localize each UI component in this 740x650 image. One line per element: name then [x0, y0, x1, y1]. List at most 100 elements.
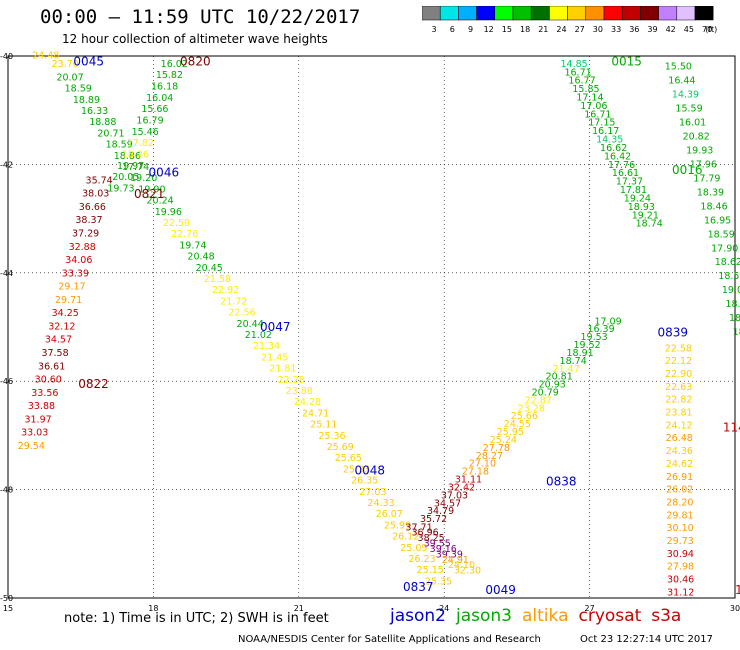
swh-value-label: 19.53: [580, 332, 607, 343]
swh-value-label: 34.79: [427, 506, 454, 517]
swh-value-label: 36.61: [38, 361, 65, 372]
swh-value-label: 16.77: [568, 76, 595, 87]
color-scale-unit: (ft): [705, 25, 717, 34]
y-tick-label: -46: [0, 377, 13, 386]
swh-value-label: 29.73: [667, 536, 694, 547]
swh-value-label: 16.42: [604, 151, 631, 162]
swh-value-label: 25.99: [384, 520, 411, 531]
swh-value-label: 30.46: [667, 574, 694, 585]
swh-value-label: 14.39: [672, 90, 699, 101]
swh-value-label: 35.74: [86, 175, 113, 186]
swh-value-label: 37.29: [72, 228, 99, 239]
swh-value-label: 24.12: [665, 420, 692, 431]
pass-time-label: 0046: [149, 166, 180, 180]
swh-value-label: 24.48: [32, 51, 59, 62]
swh-value-label: 24.62: [666, 459, 693, 470]
swh-value-label: 18.52: [718, 271, 740, 282]
swh-value-label: 18.88: [89, 117, 116, 128]
y-tick-label: -44: [0, 269, 13, 278]
swh-value-label: 26.12: [392, 532, 419, 543]
timestamp: Oct 23 12:27:14 UTC 2017: [580, 634, 713, 645]
swh-value-label: 27.98: [667, 562, 694, 573]
swh-value-label: 22.87: [525, 395, 552, 406]
swh-value-label: 20.44: [237, 319, 264, 330]
swh-value-label: 15.59: [675, 103, 702, 114]
swh-value-label: 39.16: [430, 544, 457, 555]
swh-value-label: 26.35: [351, 476, 378, 487]
swh-value-label: 22.76: [171, 229, 198, 240]
color-scale-tick: 18: [520, 25, 530, 34]
swh-value-label: 18.62: [715, 257, 740, 268]
satellite-track: 35.74 38.03 36.66 38.37 37.29 32.88 34.06 33.39…: [18, 175, 113, 452]
swh-value-label: 38.03: [82, 189, 109, 200]
swh-value-label: 25.36: [318, 431, 345, 442]
chart-title: 00:00 – 11:59 UTC 10/22/2017: [40, 6, 361, 28]
swh-value-label: 19.21: [632, 210, 659, 221]
pass-time-label: 0049: [485, 583, 516, 597]
swh-value-label: 16.01: [679, 117, 706, 128]
swh-value-label: 37.03: [441, 490, 468, 501]
swh-value-label: 25.66: [511, 411, 538, 422]
swh-value-label: 29.71: [55, 295, 82, 306]
x-tick-label: 27: [585, 604, 595, 613]
x-tick-label: 15: [3, 604, 13, 613]
swh-value-label: 36.66: [79, 202, 106, 213]
swh-value-label: 19.90: [138, 184, 165, 195]
satellite-track: 35.7234.7934.5737.0332.4231.1127.1827.10…: [420, 316, 622, 525]
swh-value-label: 24.28: [294, 397, 321, 408]
legend-entry: cryosat: [578, 606, 642, 626]
swh-value-label: 25.35: [425, 576, 452, 587]
swh-value-label: 26.23: [408, 554, 435, 565]
swh-value-label: 17.81: [620, 185, 647, 196]
swh-value-label: 24.36: [666, 446, 693, 457]
swh-value-label: 24.71: [302, 408, 329, 419]
swh-value-label: 31.12: [667, 587, 694, 598]
swh-value-label: 16.33: [81, 106, 108, 117]
x-tick-label: 30: [730, 604, 740, 613]
swh-value-label: 24.10: [448, 560, 475, 571]
swh-value-label: 14.35: [596, 135, 623, 146]
swh-value-label: 33.03: [21, 428, 48, 439]
color-scale-tick: 15: [502, 25, 512, 34]
swh-value-label: 31.11: [455, 475, 482, 486]
swh-value-label: 18.86: [114, 151, 141, 162]
satellite-track: 16.0215.8216.1816.0415.6616.7915.4617.82…: [107, 59, 188, 195]
swh-value-label: 16.95: [704, 215, 731, 226]
legend-entry: s3a: [651, 606, 682, 626]
swh-value-label: 39.55: [424, 539, 451, 550]
legend-entry: jason2: [390, 606, 446, 626]
swh-value-label: 19.93: [686, 145, 713, 156]
swh-value-label: 26.91: [666, 472, 693, 483]
satellite-track: 37.7136.9638.2539.5539.1639.3924.9124.10…: [405, 522, 481, 576]
color-scale-tick: 39: [647, 25, 657, 34]
swh-value-label: 27.78: [483, 443, 510, 454]
swh-value-label: 20.05: [112, 172, 139, 183]
swh-value-label: 25.09: [400, 543, 427, 554]
swh-value-label: 22.12: [665, 356, 692, 367]
swh-value-label: 25.33: [343, 464, 370, 475]
swh-value-label: 20.07: [56, 72, 83, 83]
swh-value-label: 18.59: [65, 84, 92, 95]
swh-value-label: 20.24: [147, 196, 174, 207]
legend-entry: altika: [522, 606, 569, 626]
swh-value-label: 24.91: [442, 555, 469, 566]
swh-value-label: 19.52: [574, 340, 601, 351]
color-scale-tick: 12: [484, 25, 494, 34]
pass-time-label: 0047: [260, 320, 291, 334]
swh-value-label: 22.58: [665, 343, 692, 354]
color-scale-tick: 6: [450, 25, 455, 34]
y-tick-label: -40: [0, 52, 13, 61]
swh-value-label: 37.71: [405, 522, 432, 533]
swh-value-label: 20.93: [539, 380, 566, 391]
swh-value-label: 38.25: [418, 533, 445, 544]
swh-value-label: 16.71: [564, 67, 591, 78]
swh-value-label: 32.12: [48, 321, 75, 332]
swh-value-label: 18.74: [636, 219, 663, 230]
swh-value-label: 15.66: [141, 104, 168, 115]
swh-value-label: 26.48: [666, 433, 693, 444]
swh-value-label: 22.63: [665, 382, 692, 393]
swh-value-label: 17.06: [580, 101, 607, 112]
swh-value-label: 20.82: [683, 131, 710, 142]
